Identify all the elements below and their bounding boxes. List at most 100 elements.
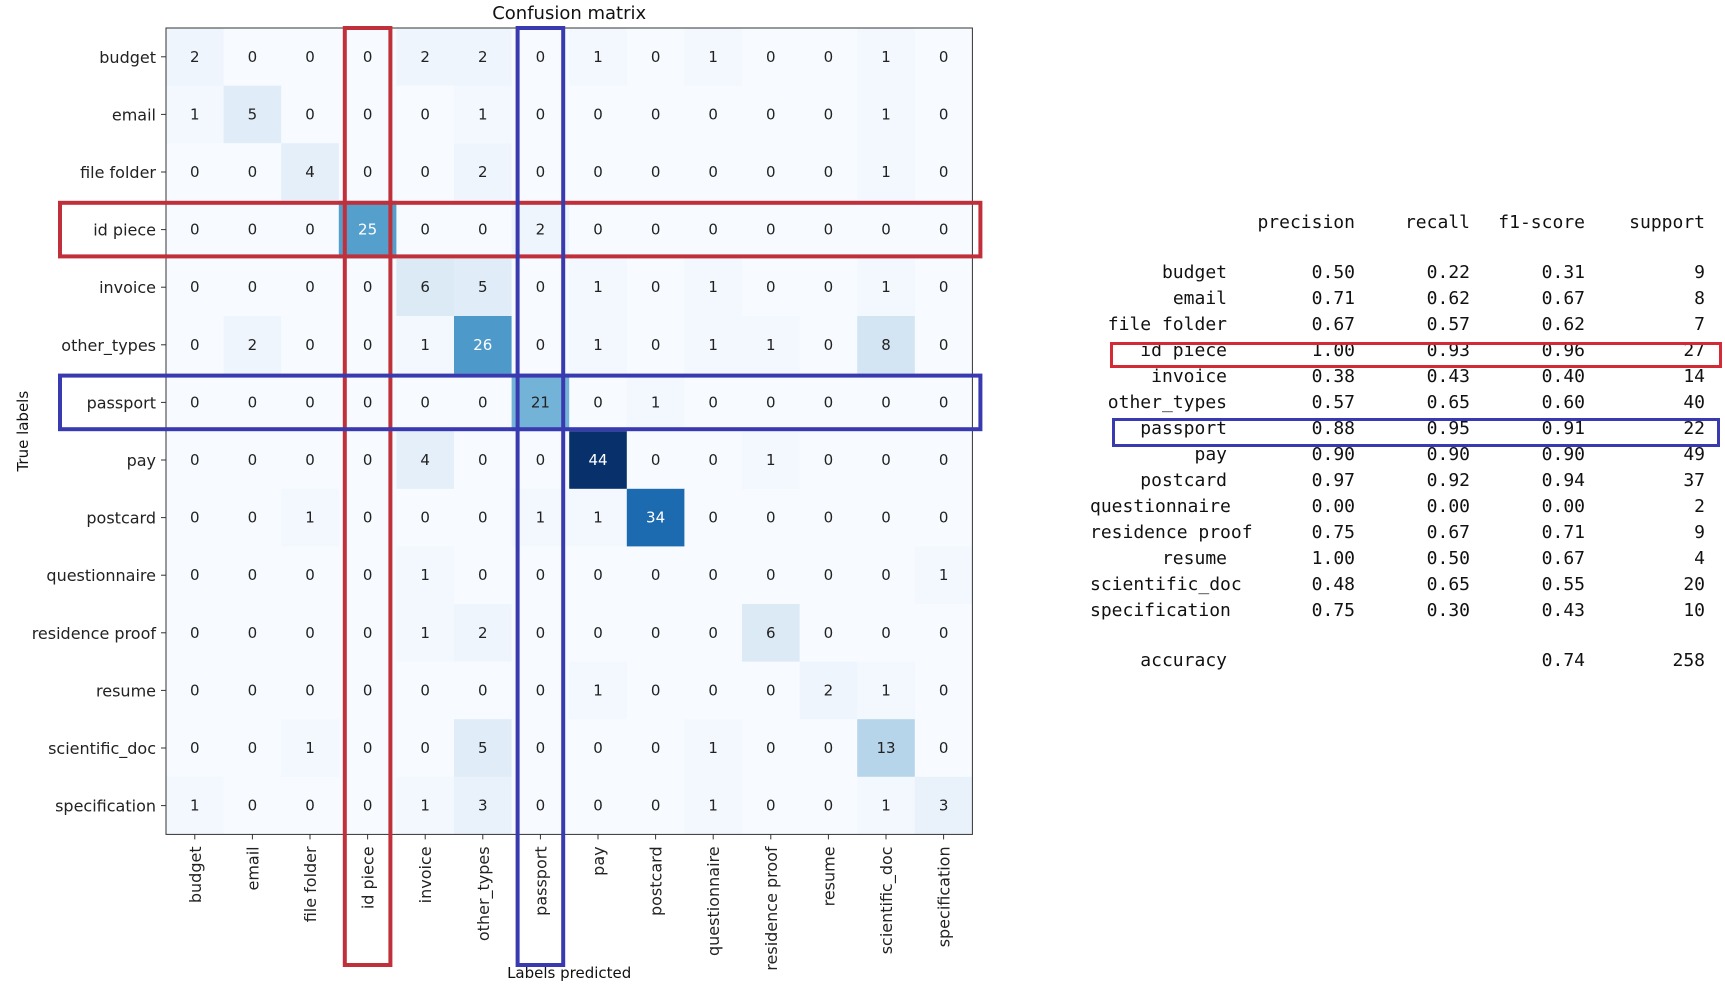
matrix-cell (857, 661, 916, 720)
matrix-value: 0 (593, 739, 603, 757)
matrix-cell (742, 604, 801, 663)
matrix-value: 0 (593, 221, 603, 239)
matrix-cell (914, 85, 973, 144)
matrix-value: 2 (478, 163, 488, 181)
matrix-cell (166, 488, 225, 547)
matrix-value: 5 (478, 278, 488, 296)
report-row: pay 0.90 0.90 0.90 49 (1090, 444, 1720, 470)
matrix-value: 0 (305, 797, 315, 815)
matrix-cell (569, 373, 628, 432)
matrix-value: 0 (363, 451, 373, 469)
matrix-value: 0 (190, 739, 200, 757)
report-cell-precision: 0.00 (1311, 496, 1355, 517)
report-cell-label: email (1172, 288, 1227, 309)
report-cell-f1: 0.60 (1541, 392, 1585, 413)
matrix-value: 26 (473, 336, 492, 354)
matrix-value: 1 (708, 278, 718, 296)
matrix-value: 6 (766, 624, 776, 642)
matrix-value: 0 (766, 566, 776, 584)
matrix-cell (569, 316, 628, 375)
matrix-cell (166, 143, 225, 202)
matrix-cell (281, 28, 340, 87)
matrix-value: 1 (420, 797, 430, 815)
matrix-value: 0 (536, 278, 546, 296)
matrix-cell (454, 661, 513, 720)
matrix-value: 1 (881, 278, 891, 296)
matrix-cell (684, 85, 743, 144)
report-row: email 0.71 0.62 0.67 8 (1090, 288, 1720, 314)
matrix-cell (857, 200, 916, 259)
matrix-value: 0 (305, 105, 315, 123)
matrix-cell (281, 316, 340, 375)
matrix-cell (742, 776, 801, 835)
matrix-cell (511, 546, 570, 605)
matrix-value: 1 (708, 336, 718, 354)
matrix-value: 0 (420, 393, 430, 411)
matrix-cell (511, 200, 570, 259)
matrix-value: 0 (536, 105, 546, 123)
matrix-cell (684, 373, 743, 432)
matrix-cell (569, 200, 628, 259)
matrix-value: 0 (190, 566, 200, 584)
matrix-cell (799, 373, 858, 432)
matrix-value: 0 (305, 48, 315, 66)
matrix-value: 0 (420, 509, 430, 527)
matrix-value: 1 (190, 797, 200, 815)
y-tick-label: postcard (86, 509, 156, 528)
matrix-value: 0 (766, 105, 776, 123)
matrix-value: 0 (824, 221, 834, 239)
matrix-cell (799, 488, 858, 547)
matrix-cell (511, 143, 570, 202)
matrix-cell (396, 604, 455, 663)
matrix-value: 1 (939, 566, 949, 584)
matrix-cell (569, 431, 628, 490)
matrix-cell (684, 776, 743, 835)
matrix-value: 1 (766, 336, 776, 354)
matrix-cell (511, 661, 570, 720)
report-cell-precision: 0.90 (1311, 444, 1355, 465)
matrix-cell (511, 316, 570, 375)
matrix-cell (454, 488, 513, 547)
matrix-cell (223, 258, 282, 317)
report-row: specification 0.75 0.30 0.43 10 (1090, 600, 1720, 626)
report-row: id piece 1.00 0.93 0.96 27 (1090, 340, 1720, 366)
matrix-cell (223, 546, 282, 605)
matrix-value: 0 (708, 624, 718, 642)
matrix-value: 3 (939, 797, 949, 815)
matrix-value: 3 (478, 797, 488, 815)
matrix-cell (857, 258, 916, 317)
matrix-value: 1 (536, 509, 546, 527)
matrix-value: 1 (593, 509, 603, 527)
matrix-cell (569, 488, 628, 547)
matrix-value: 0 (305, 566, 315, 584)
report-cell-recall: 0.67 (1426, 522, 1470, 543)
y-tick-label: residence proof (32, 624, 157, 643)
report-cell-f1: 0.71 (1541, 522, 1585, 543)
matrix-cell (914, 776, 973, 835)
header-f1-score: f1-score (1498, 212, 1585, 233)
matrix-value: 0 (651, 451, 661, 469)
matrix-cell (396, 258, 455, 317)
matrix-value: 0 (190, 336, 200, 354)
report-cell-label: resume (1161, 548, 1227, 569)
matrix-cell (914, 258, 973, 317)
matrix-value: 0 (824, 566, 834, 584)
report-cell-f1: 0.31 (1541, 262, 1585, 283)
matrix-cell (914, 200, 973, 259)
report-cell-support: 2 (1694, 496, 1705, 517)
matrix-value: 0 (881, 451, 891, 469)
matrix-value: 0 (190, 393, 200, 411)
matrix-value: 0 (363, 105, 373, 123)
matrix-cell (799, 661, 858, 720)
matrix-value: 0 (363, 681, 373, 699)
matrix-cell (281, 373, 340, 432)
report-cell-recall: 0.30 (1426, 600, 1470, 621)
matrix-value: 0 (248, 739, 258, 757)
matrix-value: 0 (766, 221, 776, 239)
x-tick-label: resume (819, 846, 838, 906)
matrix-cell (626, 258, 685, 317)
report-cell-support: 40 (1683, 392, 1705, 413)
report-cell-precision: 1.00 (1311, 340, 1355, 361)
matrix-cell (281, 776, 340, 835)
